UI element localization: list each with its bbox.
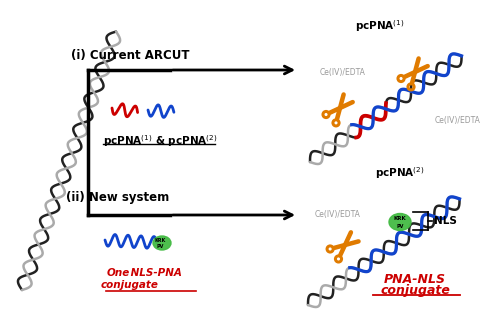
Ellipse shape: [153, 236, 171, 250]
Text: PNA-NLS: PNA-NLS: [384, 273, 446, 286]
Text: pcPNA$^{(1)}$ & pcPNA$^{(2)}$: pcPNA$^{(1)}$ & pcPNA$^{(2)}$: [103, 133, 218, 149]
Text: pcPNA$^{(1)}$: pcPNA$^{(1)}$: [355, 18, 405, 34]
Ellipse shape: [389, 214, 411, 231]
Text: Ce(IV)/EDTA: Ce(IV)/EDTA: [315, 210, 361, 219]
Text: conjugate: conjugate: [101, 280, 159, 290]
Text: NLS-PNA: NLS-PNA: [127, 268, 182, 278]
Circle shape: [414, 71, 416, 73]
Text: (i) Current ARCUT: (i) Current ARCUT: [71, 49, 189, 62]
Text: (ii) New system: (ii) New system: [66, 191, 170, 204]
Circle shape: [338, 107, 342, 109]
Text: Ce(IV)/EDTA: Ce(IV)/EDTA: [320, 69, 366, 78]
Text: Ce(IV)/EDTA: Ce(IV)/EDTA: [435, 116, 481, 125]
Text: NLS: NLS: [434, 216, 457, 226]
Text: PV: PV: [156, 243, 164, 249]
Text: One: One: [107, 268, 130, 278]
Text: pcPNA$^{(2)}$: pcPNA$^{(2)}$: [375, 165, 425, 181]
Circle shape: [344, 244, 346, 246]
Text: KRK: KRK: [394, 215, 406, 220]
Text: PV: PV: [396, 224, 404, 228]
Text: KRK: KRK: [154, 237, 166, 242]
Text: conjugate: conjugate: [380, 284, 450, 297]
